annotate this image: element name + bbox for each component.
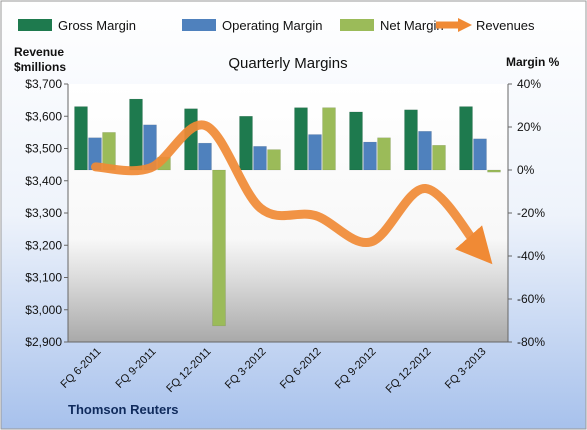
- bar: [184, 108, 198, 171]
- right-tick-label: 0%: [517, 163, 535, 177]
- bar: [473, 138, 487, 171]
- bar: [432, 145, 446, 171]
- bar: [212, 169, 226, 327]
- legend-label: Net Margin: [380, 18, 444, 33]
- bar: [129, 98, 143, 171]
- right-tick-label: 20%: [517, 120, 541, 134]
- legend-swatch: [182, 19, 216, 31]
- right-axis-title: Margin %: [506, 55, 560, 69]
- left-axis-title-units: $millions: [14, 60, 66, 74]
- bar: [459, 106, 473, 171]
- bar: [308, 134, 322, 171]
- legend-label: Operating Margin: [222, 18, 322, 33]
- bar: [253, 146, 267, 171]
- source-label: Thomson Reuters: [68, 402, 179, 417]
- bar: [322, 107, 336, 171]
- left-tick-label: $3,100: [25, 271, 62, 285]
- right-tick-label: 40%: [517, 77, 541, 91]
- left-tick-label: $3,500: [25, 142, 62, 156]
- bar: [74, 106, 88, 171]
- right-tick-label: -60%: [517, 292, 545, 306]
- bar: [349, 111, 363, 171]
- left-tick-label: $3,600: [25, 109, 62, 123]
- left-tick-label: $3,200: [25, 238, 62, 252]
- left-tick-label: $2,900: [25, 335, 62, 349]
- chart-title: Quarterly Margins: [228, 55, 347, 72]
- left-tick-label: $3,400: [25, 174, 62, 188]
- legend-label: Gross Margin: [58, 18, 136, 33]
- right-tick-label: -80%: [517, 335, 545, 349]
- revenue-line: [91, 120, 493, 265]
- legend-swatch: [18, 19, 52, 31]
- bar: [404, 109, 418, 171]
- bar: [418, 131, 432, 171]
- left-tick-label: $3,300: [25, 206, 62, 220]
- bar: [377, 137, 391, 171]
- right-tick-label: -20%: [517, 206, 545, 220]
- bar: [267, 149, 281, 171]
- left-tick-label: $3,000: [25, 303, 62, 317]
- bar: [239, 116, 253, 171]
- legend-swatch: [340, 19, 374, 31]
- right-tick-label: -40%: [517, 249, 545, 263]
- legend-label: Revenues: [476, 18, 535, 33]
- bar: [487, 169, 501, 173]
- legend-arrow: [458, 18, 472, 32]
- bar: [294, 107, 308, 171]
- left-tick-label: $3,700: [25, 77, 62, 91]
- left-axis-title: Revenue: [14, 45, 64, 59]
- bar: [363, 141, 377, 171]
- bar: [198, 142, 212, 171]
